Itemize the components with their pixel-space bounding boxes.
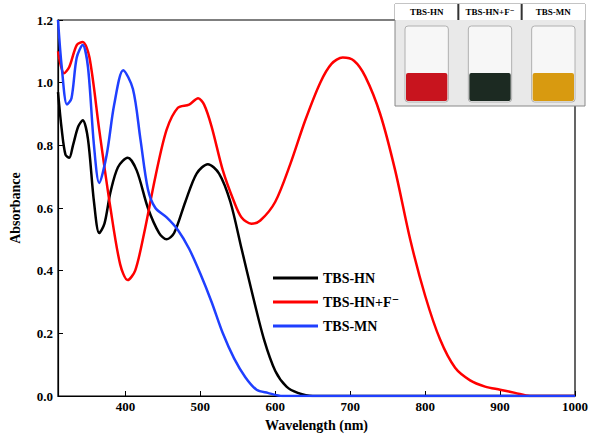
svg-text:Absorbance: Absorbance bbox=[8, 172, 23, 244]
svg-text:0.2: 0.2 bbox=[37, 326, 53, 341]
svg-text:700: 700 bbox=[340, 399, 360, 414]
svg-text:TBS-HN: TBS-HN bbox=[323, 271, 375, 286]
svg-text:1000: 1000 bbox=[562, 399, 588, 414]
svg-text:800: 800 bbox=[415, 399, 435, 414]
svg-text:TBS-HN+F⁻: TBS-HN+F⁻ bbox=[323, 295, 399, 310]
svg-text:0.8: 0.8 bbox=[37, 138, 54, 153]
svg-text:0.6: 0.6 bbox=[37, 201, 54, 216]
svg-text:TBS-HN+F⁻: TBS-HN+F⁻ bbox=[466, 7, 515, 17]
svg-text:TBS-MN: TBS-MN bbox=[323, 319, 377, 334]
svg-text:400: 400 bbox=[116, 399, 136, 414]
svg-text:500: 500 bbox=[191, 399, 211, 414]
svg-text:1.2: 1.2 bbox=[37, 13, 53, 28]
svg-text:0.0: 0.0 bbox=[37, 389, 53, 404]
svg-text:Wavelength (nm): Wavelength (nm) bbox=[265, 418, 368, 434]
svg-text:1.0: 1.0 bbox=[37, 75, 53, 90]
svg-text:600: 600 bbox=[266, 399, 286, 414]
svg-text:0.4: 0.4 bbox=[37, 263, 54, 278]
svg-text:TBS-MN: TBS-MN bbox=[536, 7, 572, 17]
svg-text:TBS-HN: TBS-HN bbox=[410, 7, 444, 17]
svg-text:900: 900 bbox=[490, 399, 510, 414]
